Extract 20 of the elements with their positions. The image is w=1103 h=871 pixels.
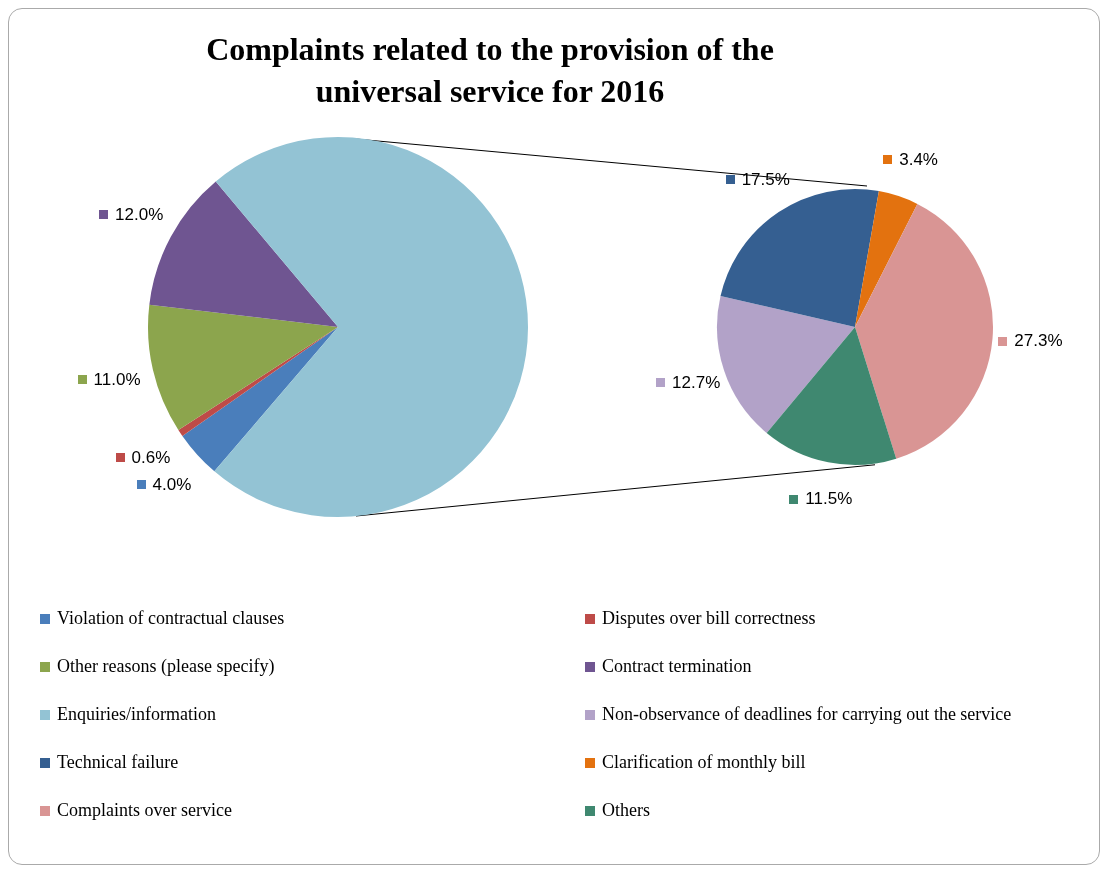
data-label: 11.0% (93, 369, 141, 389)
data-label: 17.5% (741, 170, 790, 189)
legend-label: Complaints over service (57, 800, 232, 821)
legend-label: Clarification of monthly bill (602, 752, 806, 773)
data-label: 12.7% (672, 372, 721, 392)
legend-label: Enquiries/information (57, 704, 216, 725)
legend-label: Disputes over bill correctness (602, 608, 816, 629)
legend-label: Non-observance of deadlines for carrying out the service (602, 704, 1012, 725)
legend-label: Contract termination (602, 656, 752, 677)
chart-title: Complaints related to the provision of the universal service for 2016 (205, 30, 775, 111)
data-label: 4.0% (152, 474, 192, 494)
data-label: 3.4% (899, 149, 938, 169)
legend-label: Violation of contractual clauses (57, 608, 285, 629)
legend-label: Other reasons (please specify) (57, 656, 275, 677)
data-label: 12.0% (115, 205, 164, 225)
legend-label: Others (602, 800, 650, 821)
legend-label: Technical failure (57, 752, 179, 773)
data-label: 27.3% (1014, 331, 1063, 351)
data-label: 11.5% (805, 489, 853, 509)
data-label: 0.6% (131, 447, 171, 467)
